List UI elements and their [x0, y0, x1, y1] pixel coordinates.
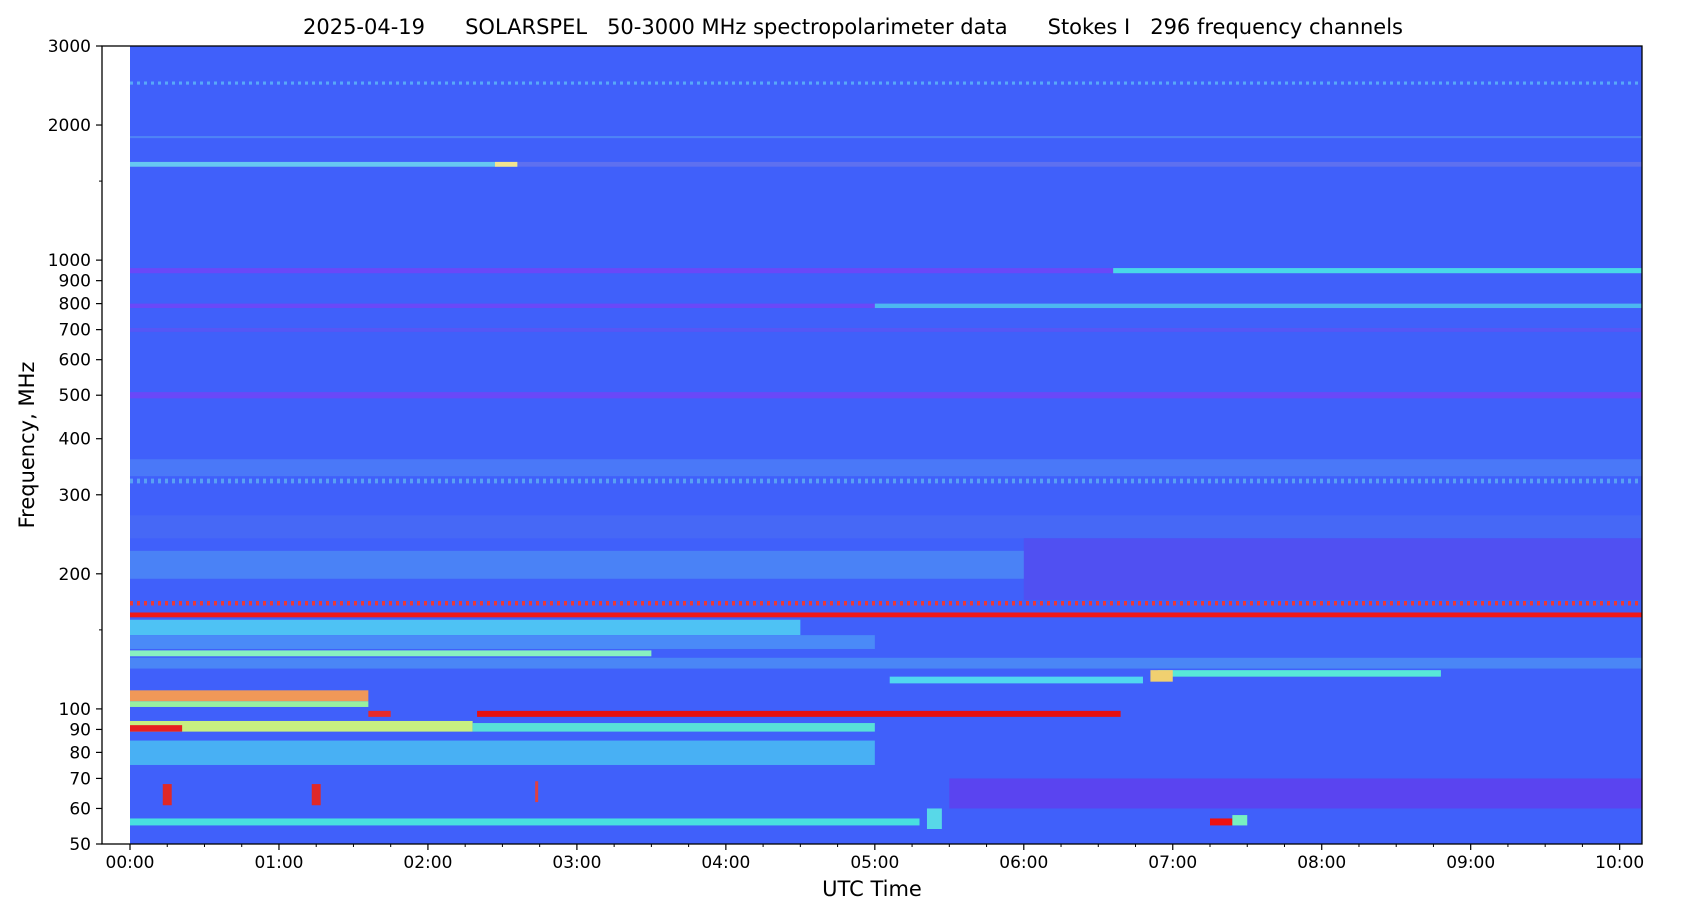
band-25 — [130, 690, 369, 702]
band-32 — [130, 740, 875, 765]
band-15 — [1023, 538, 1642, 600]
y-tick-label-14: 1000 — [48, 251, 91, 271]
band-36 — [1232, 815, 1248, 826]
band-3 — [130, 161, 518, 167]
band-4 — [494, 161, 518, 167]
x-tick-label-2: 02:00 — [403, 853, 452, 873]
x-axis: 00:00 01:00 02:00 03:00 04:00 05:00 06:00 07:00… — [106, 844, 1644, 873]
band-30 — [130, 725, 183, 732]
plot-area — [101, 45, 1643, 845]
x-tick-label-5: 05:00 — [850, 853, 899, 873]
y-tick-label-5: 100 — [59, 700, 91, 720]
band-21 — [130, 657, 1642, 669]
band-5 — [130, 268, 1642, 274]
plot-frame — [101, 45, 1643, 845]
band-26 — [130, 701, 369, 707]
y-tick-label-10: 600 — [59, 351, 91, 371]
x-tick-label-6: 06:00 — [999, 853, 1048, 873]
x-tick-label-4: 04:00 — [701, 853, 750, 873]
band-8 — [874, 303, 1642, 309]
band-24 — [1150, 670, 1173, 682]
y-tick-label-2: 70 — [69, 769, 91, 789]
band-40 — [926, 808, 942, 830]
band-9 — [130, 327, 1642, 332]
band-17 — [130, 612, 1642, 618]
band-19 — [130, 635, 875, 649]
band-27 — [368, 710, 391, 717]
band-20 — [130, 650, 652, 657]
y-tick-label-1: 60 — [69, 799, 91, 819]
y-tick-label-15: 2000 — [48, 116, 91, 136]
band-38 — [311, 784, 321, 806]
y-tick-label-8: 400 — [59, 430, 91, 450]
band-2 — [130, 161, 1642, 167]
y-tick-label-3: 80 — [69, 743, 91, 763]
band-39 — [535, 781, 539, 803]
y-tick-label-12: 800 — [59, 295, 91, 315]
band-35 — [1210, 818, 1233, 826]
band-29 — [130, 720, 473, 732]
band-11 — [130, 459, 1642, 477]
band-37 — [162, 784, 172, 806]
x-tick-label-1: 01:00 — [254, 853, 303, 873]
y-tick-label-9: 500 — [59, 386, 91, 406]
y-tick-label-11: 700 — [59, 321, 91, 341]
x-tick-label-3: 03:00 — [552, 853, 601, 873]
band-34 — [130, 818, 920, 826]
chart-title: 2025-04-19 SOLARSPEL 50-3000 MHz spectro… — [303, 15, 1403, 39]
y-tick-label-13: 900 — [59, 272, 91, 292]
band-10 — [130, 392, 1642, 399]
x-tick-label-8: 08:00 — [1297, 853, 1346, 873]
y-tick-label-0: 50 — [69, 835, 91, 855]
band-23 — [1157, 670, 1441, 677]
band-22 — [889, 676, 1143, 684]
x-tick-label-7: 07:00 — [1148, 853, 1197, 873]
band-31 — [472, 723, 875, 732]
x-tick-label-9: 09:00 — [1446, 853, 1495, 873]
emission-bands — [130, 81, 1642, 830]
x-axis-label: UTC Time — [822, 877, 922, 901]
band-6 — [1113, 268, 1642, 274]
band-1 — [130, 136, 1642, 139]
y-tick-label-6: 200 — [59, 565, 91, 585]
band-13 — [130, 515, 1642, 539]
y-axis-label: Frequency, MHz — [15, 362, 39, 529]
band-28 — [477, 710, 1121, 717]
y-tick-label-4: 90 — [69, 720, 91, 740]
y-tick-label-16: 3000 — [48, 37, 91, 57]
band-33 — [949, 778, 1642, 809]
band-18 — [130, 619, 801, 636]
x-tick-label-0: 00:00 — [106, 853, 155, 873]
x-tick-label-10: 10:00 — [1595, 853, 1644, 873]
y-tick-label-7: 300 — [59, 486, 91, 506]
